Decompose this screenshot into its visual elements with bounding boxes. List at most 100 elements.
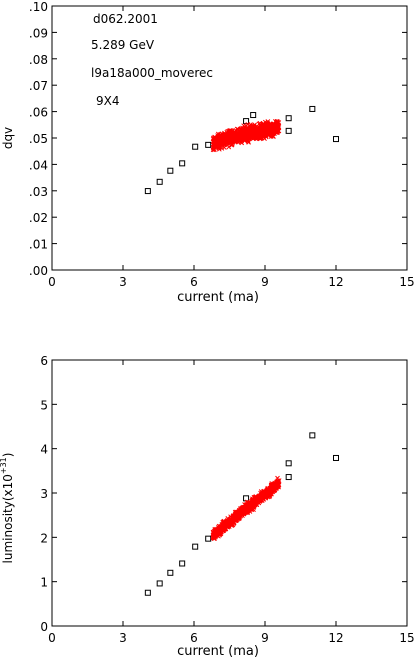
- luminosity-label-text: luminosity: [1, 501, 15, 563]
- dqv-y-tick-label: .03: [29, 185, 48, 199]
- luminosity-square-point: [144, 589, 151, 596]
- dqv-x-point: [276, 128, 282, 134]
- dqv-x-point: [265, 130, 270, 136]
- luminosity-x-point: [248, 505, 254, 510]
- annotation-file: l9a18a000_moverec: [91, 66, 213, 80]
- annotation-config: 9X4: [96, 94, 120, 108]
- dqv-x-point: [214, 144, 220, 149]
- dqv-y-tick-label: .04: [29, 158, 48, 172]
- luminosity-x-tick-label: 9: [261, 631, 269, 645]
- dqv-x-point: [225, 128, 231, 134]
- dqv-square-point: [309, 105, 316, 112]
- dqv-x-point: [231, 137, 237, 143]
- luminosity-x-point: [220, 520, 226, 525]
- dqv-square-point: [167, 167, 174, 174]
- luminosity-square-point: [285, 460, 292, 467]
- luminosity-y-tick-label: 6: [40, 354, 48, 368]
- luminosity-x-ticks: 0 3 6 9 12 15: [48, 360, 414, 645]
- dqv-x-point: [251, 126, 257, 132]
- annotation-run-id: d062.2001: [93, 12, 158, 26]
- luminosity-square-point: [309, 432, 316, 439]
- luminosity-x-point: [221, 523, 227, 529]
- dqv-x-point: [270, 125, 276, 131]
- dqv-square-point: [179, 160, 186, 167]
- luminosity-square-point: [167, 569, 174, 576]
- dqv-x-point: [216, 133, 222, 139]
- dqv-x-point: [268, 121, 273, 127]
- dqv-x-tick-label: 9: [261, 275, 269, 289]
- luminosity-x-point: [211, 536, 217, 541]
- dqv-square-point: [156, 178, 163, 185]
- luminosity-x-tick-label: 0: [48, 631, 56, 645]
- luminosity-x-point: [234, 514, 240, 520]
- dqv-x-point: [215, 135, 220, 141]
- dqv-x-ticks: 0 3 6 9 12 15: [48, 6, 414, 289]
- luminosity-x-point: [247, 500, 253, 505]
- dqv-x-point: [245, 122, 251, 127]
- luminosity-x-point: [270, 486, 276, 491]
- dqv-y-axis-label: dqv: [1, 127, 15, 149]
- dqv-x-point: [255, 127, 261, 133]
- luminosity-x-point: [248, 506, 254, 511]
- luminosity-square-point: [285, 474, 292, 481]
- dqv-x-point: [229, 138, 234, 144]
- luminosity-x-point: [269, 488, 275, 494]
- dqv-square-point: [205, 141, 212, 148]
- luminosity-x-point: [237, 511, 243, 516]
- dqv-y-ticks: .00 .01 .02 .03 .04 .05 .06 .07 .08 .09 .10: [29, 0, 407, 278]
- luminosity-x-tick-label: 15: [399, 631, 414, 645]
- dqv-y-tick-label: .08: [29, 53, 48, 67]
- dqv-square-point: [192, 143, 199, 150]
- dqv-x-point: [245, 126, 251, 132]
- luminosity-x-point: [241, 505, 247, 510]
- luminosity-y-tick-label: 2: [40, 531, 48, 545]
- dqv-x-point: [263, 133, 269, 138]
- dqv-x-point: [276, 124, 282, 129]
- dqv-x-tick-label: 3: [119, 275, 127, 289]
- annotation-energy: 5.289 GeV: [91, 38, 155, 52]
- dqv-x-point: [236, 133, 242, 138]
- dqv-y-tick-label: .10: [29, 0, 48, 14]
- luminosity-x-point: [276, 481, 281, 487]
- dqv-x-point: [254, 130, 259, 136]
- dqv-x-point: [245, 134, 250, 140]
- dqv-square-point: [250, 112, 257, 119]
- dqv-x-point: [226, 134, 232, 139]
- luminosity-square-point: [192, 543, 199, 550]
- dqv-x-point: [214, 143, 220, 149]
- luminosity-x-point: [229, 518, 235, 524]
- luminosity-x-point: [226, 523, 232, 529]
- luminosity-x-point: [216, 525, 221, 530]
- dqv-y-tick-label: .02: [29, 211, 48, 225]
- luminosity-x-point: [256, 498, 262, 504]
- dqv-x-marker-cloud: [210, 119, 282, 153]
- dqv-y-tick-label: .09: [29, 26, 48, 40]
- luminosity-x-tick-label: 6: [190, 631, 198, 645]
- dqv-x-point: [226, 128, 232, 134]
- luminosity-x-point: [275, 478, 281, 484]
- luminosity-label-exponent: +31: [0, 457, 8, 474]
- luminosity-x-point: [258, 490, 263, 496]
- luminosity-y-tick-label: 0: [40, 620, 48, 634]
- dqv-x-tick-label: 0: [48, 275, 56, 289]
- dqv-square-point: [285, 115, 292, 122]
- dqv-x-point: [210, 136, 216, 142]
- dqv-x-axis-label: current (ma): [177, 290, 259, 305]
- luminosity-label-units: (x10: [1, 474, 15, 501]
- luminosity-x-tick-label: 3: [119, 631, 127, 645]
- dqv-x-tick-label: 12: [328, 275, 343, 289]
- dqv-x-point: [269, 125, 274, 131]
- dqv-x-point: [232, 135, 238, 140]
- dqv-square-point: [285, 127, 292, 134]
- dqv-y-tick-label: .05: [29, 132, 48, 146]
- luminosity-label-close: ): [1, 453, 15, 458]
- luminosity-y-ticks: 0 1 2 3 4 5 6: [40, 354, 407, 634]
- dqv-x-point: [274, 121, 280, 126]
- dqv-square-point: [333, 136, 339, 143]
- luminosity-x-point: [252, 497, 257, 503]
- dqv-x-point: [255, 133, 261, 139]
- dqv-x-point: [231, 132, 237, 138]
- dqv-x-point: [256, 127, 262, 133]
